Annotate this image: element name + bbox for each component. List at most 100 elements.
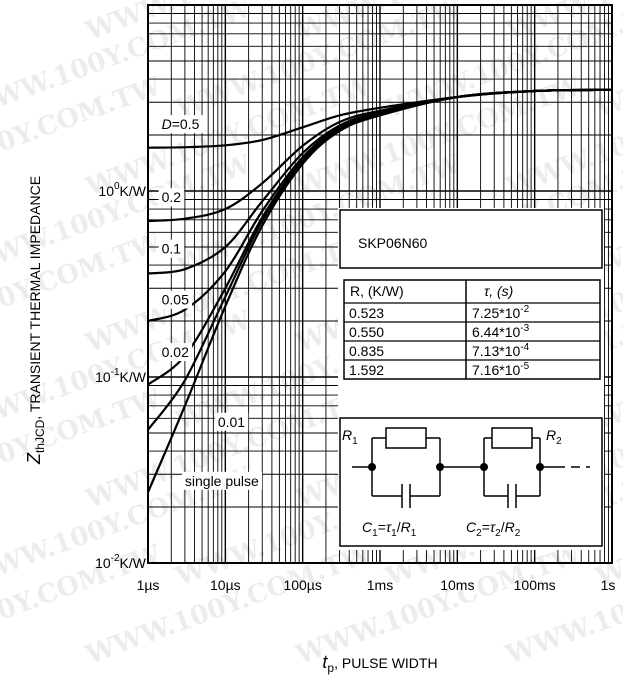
capacitor-2-label-slash: / <box>501 519 505 535</box>
table-header-r: R, (K/W) <box>350 283 404 299</box>
y-tick-base: 10 <box>95 369 111 385</box>
capacitor-2-label-tau: τ <box>490 519 496 535</box>
y-tick-unit: K/W <box>120 369 147 385</box>
y-axis-title: ZthJCD, TRANSIENT THERMAL IMPEDANCE <box>24 176 47 465</box>
curve-label-text: 0.02 <box>162 344 189 360</box>
table-cell-tau: 7.13*10-4 <box>472 342 530 359</box>
table-header-r-text: R, (K/W) <box>350 283 404 299</box>
x-tick-label: 1ms <box>367 577 393 593</box>
resistor-2-label: R2 <box>546 427 562 447</box>
y-axis-title-sub: thJCD <box>33 419 47 453</box>
y-tick-base: 10 <box>98 183 114 199</box>
curve-label-layer: D=0.5 0.2 0.1 0.05 0.02 0.01 single pulse <box>158 115 263 490</box>
capacitor-2-label: C2=τ2/R2 <box>466 519 521 539</box>
curve-label-text: 0.1 <box>162 241 182 257</box>
resistor-2-label-main: R <box>546 427 556 443</box>
tau-exp: -3 <box>520 323 529 334</box>
tau-base: 6.44*10 <box>472 324 520 340</box>
capacitor-2-label-r-sub: 2 <box>515 528 521 539</box>
capacitor-1-label-c-sub: 1 <box>372 528 378 539</box>
curve-label-text: 0.05 <box>162 292 189 308</box>
curve-label-bg <box>181 471 263 490</box>
capacitor-1-label-tau: τ <box>386 519 392 535</box>
capacitor-2-label-r: R <box>505 519 515 535</box>
y-tick-label: 10-1K/W <box>95 367 147 385</box>
curve-label-main: 0.05 <box>162 292 189 308</box>
y-axis-title-main: Z <box>24 452 44 465</box>
x-tick-label: 1s <box>601 577 616 593</box>
capacitor-1-label: C1=τ1/R1 <box>362 519 417 539</box>
capacitor-2-label-c-sub: 2 <box>476 528 482 539</box>
curve-label-main: single pulse <box>185 473 259 489</box>
curve-label-bg <box>158 115 203 134</box>
table-cell-r: 0.835 <box>349 343 384 359</box>
curve-label-bg <box>158 343 193 362</box>
curve-label-6: 0.01 <box>214 412 249 431</box>
y-tick-unit: K/W <box>120 183 147 199</box>
x-tick-label: 100ms <box>514 577 556 593</box>
capacitor-1-label-r: R <box>401 519 411 535</box>
tau-exp: -5 <box>520 361 529 372</box>
x-axis-title-rest: , PULSE WIDTH <box>334 655 437 671</box>
table-header-tau: τ, (s) <box>484 283 513 299</box>
curve-label-text: single pulse <box>185 473 259 489</box>
table-cell-r: 1.592 <box>349 362 384 378</box>
table-frame <box>343 279 601 380</box>
curve-label-text: D=0.5 <box>162 116 200 132</box>
curve-label-text: 0.01 <box>218 414 245 430</box>
x-tick-label: 1µs <box>137 577 160 593</box>
curve-label-main: 0.1 <box>162 241 182 257</box>
y-tick-exp: -1 <box>111 367 120 378</box>
x-tick-label: 10µs <box>210 577 241 593</box>
table-cell-r: 0.523 <box>349 305 384 321</box>
table-cell-r: 0.550 <box>349 324 384 340</box>
curve-label-3: 0.1 <box>158 239 185 258</box>
y-tick-exp: 0 <box>114 181 120 192</box>
x-axis-title-sub: p <box>327 661 334 675</box>
resistor-1-label-main: R <box>342 427 352 443</box>
annotation-box: SKP06N60 R, (K/W) τ, (s) 0.523 7.25*10-2 0.55… <box>338 208 604 550</box>
tau-exp: -4 <box>520 342 529 353</box>
capacitor-1-label-tau-sub: 1 <box>391 528 397 539</box>
resistor-2-label-sub: 2 <box>556 436 562 447</box>
resistor-1 <box>385 427 427 449</box>
curve-label-4: 0.05 <box>158 290 193 309</box>
x-axis-title-main: t <box>322 652 328 672</box>
curve-label-bg <box>214 412 249 431</box>
curve-label-text: 0.2 <box>162 189 182 205</box>
tau-base: 7.16*10 <box>472 362 520 378</box>
circuit-node <box>436 463 444 471</box>
curve-label-bg <box>158 188 185 207</box>
circuit-frame <box>339 417 603 547</box>
capacitor-1-label-slash: / <box>397 519 401 535</box>
y-tick-unit: K/W <box>120 555 147 571</box>
curve-label-2: 0.2 <box>158 188 185 207</box>
tau-base: 7.25*10 <box>472 305 520 321</box>
capacitor-1-label-r-sub: 1 <box>411 528 417 539</box>
series-layer <box>146 88 613 493</box>
x-tick-label: 100µs <box>283 577 321 593</box>
curve-label-5: 0.02 <box>158 343 193 362</box>
x-tick-label: 10ms <box>440 577 474 593</box>
part-number: SKP06N60 <box>358 235 427 251</box>
capacitor-2-label-tau-sub: 2 <box>495 528 501 539</box>
plot-frame <box>147 4 613 564</box>
curve-label-main: 0.01 <box>218 414 245 430</box>
thermal-table: R, (K/W) τ, (s) 0.523 7.25*10-2 0.550 6.44*10… <box>343 279 601 380</box>
table-cell-tau: 7.25*10-2 <box>472 304 530 321</box>
circuit-node <box>480 463 488 471</box>
y-tick-label: 100K/W <box>98 181 146 199</box>
y-tick-exp: -2 <box>111 553 120 564</box>
curve-label-main: D <box>162 116 172 132</box>
y-axis-title-rest: , TRANSIENT THERMAL IMPEDANCE <box>27 176 43 420</box>
series-line-7 <box>146 88 613 493</box>
capacitor-1-label-eq: = <box>378 519 386 535</box>
x-axis-title: tp, PULSE WIDTH <box>322 652 437 675</box>
curve-label-rest: =0.5 <box>172 116 200 132</box>
curve-label-1: D=0.5 <box>158 115 203 134</box>
curve-label-7: single pulse <box>181 471 263 490</box>
capacitor-2-label-eq: = <box>482 519 490 535</box>
curve-label-main: 0.2 <box>162 189 182 205</box>
